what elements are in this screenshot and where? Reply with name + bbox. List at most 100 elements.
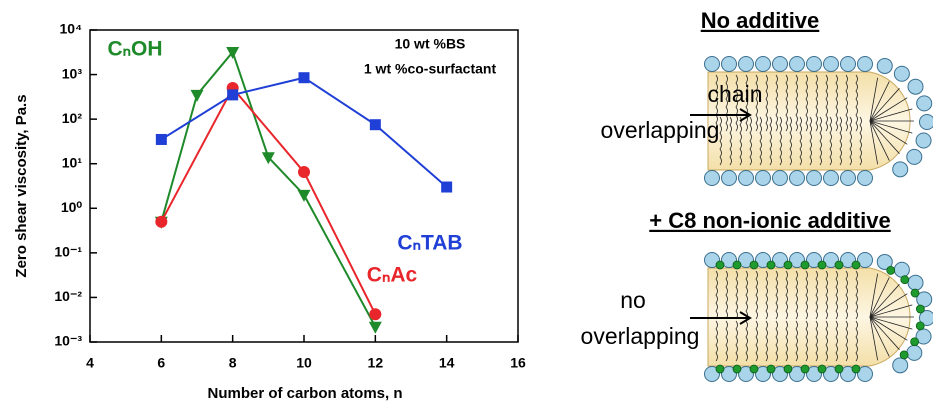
headgroup bbox=[823, 252, 839, 268]
additive bbox=[910, 337, 920, 347]
chain bbox=[869, 120, 879, 165]
headgroup bbox=[738, 252, 754, 268]
chain bbox=[825, 270, 828, 320]
chain bbox=[759, 116, 762, 166]
additive bbox=[886, 266, 896, 275]
headgroup bbox=[840, 170, 856, 186]
chain bbox=[755, 320, 758, 362]
chain bbox=[869, 120, 900, 154]
additive bbox=[910, 288, 920, 298]
chain bbox=[765, 74, 768, 132]
additive bbox=[766, 364, 776, 374]
headgroup bbox=[721, 56, 737, 72]
marker bbox=[368, 321, 382, 334]
x-tick-label: 12 bbox=[368, 355, 384, 371]
headgroup bbox=[915, 132, 932, 149]
headgroup bbox=[704, 170, 720, 186]
headgroup bbox=[892, 161, 909, 178]
additive bbox=[749, 364, 759, 374]
series-label: CₙAc bbox=[367, 264, 418, 287]
headgroup bbox=[738, 366, 754, 382]
chain bbox=[835, 74, 838, 132]
headgroup bbox=[876, 57, 893, 74]
headgroup bbox=[857, 252, 873, 268]
chain bbox=[715, 74, 718, 132]
headgroup bbox=[738, 170, 754, 186]
chain bbox=[735, 74, 738, 132]
chain bbox=[799, 116, 802, 166]
chain bbox=[775, 270, 778, 320]
headgroup bbox=[806, 170, 822, 186]
marker bbox=[261, 152, 275, 165]
annotation: 10 wt %BS bbox=[395, 36, 466, 52]
additive bbox=[732, 364, 742, 374]
y-tick-label: 10³ bbox=[62, 65, 83, 81]
additive bbox=[783, 364, 793, 374]
headgroup bbox=[721, 366, 737, 382]
headgroup bbox=[876, 253, 893, 270]
marker bbox=[369, 119, 381, 131]
chain bbox=[825, 320, 828, 362]
marker bbox=[298, 166, 310, 179]
additive bbox=[783, 260, 793, 270]
headgroup bbox=[789, 56, 805, 72]
chain bbox=[745, 74, 748, 132]
series-label: CₙOH bbox=[107, 38, 162, 61]
additive bbox=[800, 260, 810, 270]
headgroup bbox=[772, 366, 788, 382]
chain bbox=[869, 316, 900, 350]
panel-title: + C8 non-ionic additive bbox=[649, 208, 890, 233]
chain bbox=[845, 320, 848, 362]
arrow bbox=[690, 108, 752, 122]
chain bbox=[845, 74, 848, 132]
chain bbox=[785, 74, 788, 132]
chain bbox=[869, 97, 908, 122]
chain bbox=[859, 116, 862, 166]
chain bbox=[725, 320, 728, 362]
additive bbox=[766, 260, 776, 270]
chain bbox=[805, 74, 808, 132]
y-tick-label: 10¹ bbox=[62, 154, 83, 170]
headgroup bbox=[806, 56, 822, 72]
additive bbox=[817, 364, 827, 374]
chain bbox=[795, 320, 798, 362]
chain bbox=[869, 77, 879, 122]
chain bbox=[725, 270, 728, 320]
arrow bbox=[690, 311, 752, 325]
headgroup bbox=[893, 261, 910, 278]
x-tick-label: 4 bbox=[86, 355, 94, 371]
chain bbox=[749, 116, 752, 166]
chain bbox=[765, 320, 768, 362]
headgroup bbox=[755, 170, 771, 186]
chain bbox=[735, 320, 738, 362]
panel-label: no bbox=[620, 287, 646, 313]
chain bbox=[725, 74, 728, 132]
additive bbox=[851, 260, 861, 270]
headgroup bbox=[857, 170, 873, 186]
chain bbox=[869, 316, 890, 357]
headgroup bbox=[840, 366, 856, 382]
headgroup bbox=[755, 56, 771, 72]
y-tick-label: 10⁻² bbox=[54, 288, 82, 304]
chain bbox=[845, 270, 848, 320]
marker bbox=[441, 181, 453, 193]
chain bbox=[745, 270, 748, 320]
headgroup bbox=[704, 366, 720, 382]
x-tick-label: 16 bbox=[510, 355, 526, 371]
chain bbox=[745, 320, 748, 362]
chain bbox=[869, 293, 908, 318]
marker bbox=[155, 215, 168, 228]
chain bbox=[839, 116, 842, 166]
chain bbox=[869, 88, 900, 122]
chain bbox=[855, 270, 858, 320]
y-tick-label: 10² bbox=[62, 110, 83, 126]
chain bbox=[825, 74, 828, 132]
headgroup bbox=[915, 328, 932, 345]
micelle bbox=[707, 267, 911, 367]
panel-label: chain bbox=[708, 81, 763, 107]
additive bbox=[817, 260, 827, 270]
headgroup bbox=[772, 252, 788, 268]
chain bbox=[869, 81, 890, 122]
additive bbox=[715, 364, 725, 374]
chain bbox=[755, 270, 758, 320]
